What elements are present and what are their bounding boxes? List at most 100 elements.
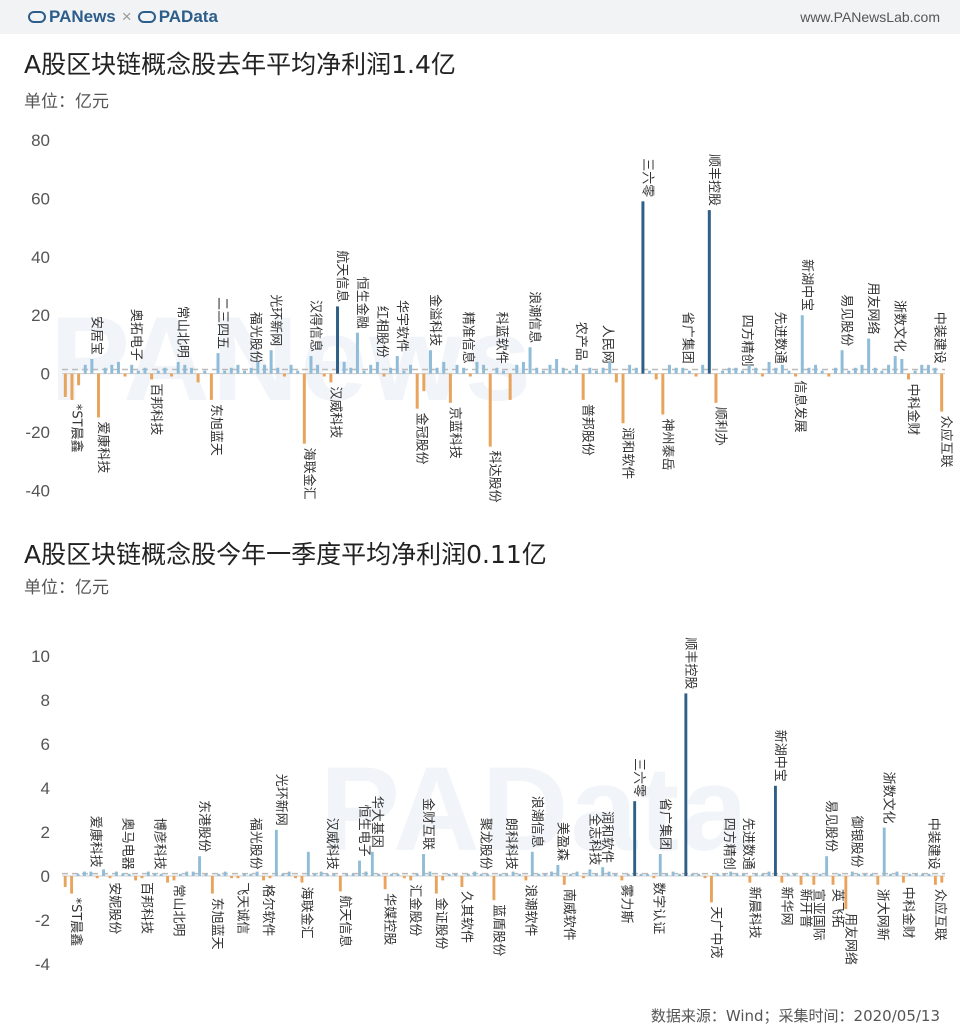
chart-2-bar <box>518 873 521 876</box>
chart-2-bar-label: 新华网 <box>778 887 794 926</box>
chart-2-bar <box>793 873 797 876</box>
chart-2-bar <box>454 873 457 876</box>
chart-1-bar <box>236 364 240 374</box>
chart-2-bar <box>364 871 368 876</box>
brand-logos: PANews × PAData <box>28 7 218 27</box>
chart-2-bar <box>281 873 285 876</box>
chart-1-bar-label: 光环新网 <box>268 294 284 346</box>
chart-1-bar <box>329 373 333 383</box>
chart-2-bar <box>748 876 752 883</box>
chart-2-bar-label: 福光股份 <box>247 818 262 870</box>
chart-2-bar <box>262 876 265 881</box>
chart-1-bar-label: 浙数文化 <box>892 300 907 352</box>
chart-1-bar <box>900 359 904 374</box>
chart-2-bar-label: 新湖中宝 <box>772 730 788 782</box>
chart-1-bar <box>462 367 466 374</box>
chart-2-ytick-label: 6 <box>41 735 50 754</box>
chart-1-bar <box>342 361 346 374</box>
chart-1-bar <box>375 361 379 374</box>
chart-2-bar <box>486 873 489 876</box>
chart-2-bar-label: 东旭蓝天 <box>209 898 224 950</box>
chart-2-bar <box>646 873 649 876</box>
chart-2-bar <box>76 873 80 876</box>
chart-1-bar-label: 先进数通 <box>772 312 787 364</box>
chart-2-bar <box>178 873 182 876</box>
chart-1-bar <box>256 361 260 374</box>
chart-2-bar <box>70 876 74 894</box>
chart-1-bar-label: 东旭蓝天 <box>208 404 223 456</box>
chart-1-bar-label: 用友网络 <box>865 283 881 335</box>
chart-1-ytick-label: 0 <box>41 365 50 384</box>
chart-2-bar <box>901 876 905 883</box>
chart-2-bar-label: 汇金股份 <box>407 884 423 936</box>
chart-2-ytick-label: 0 <box>41 867 50 886</box>
chart-2-bar-label: 安妮股份 <box>106 882 121 934</box>
chart-2-bar <box>869 873 873 876</box>
chart-1-bar <box>316 364 320 374</box>
chart-1-bar <box>183 364 187 374</box>
chart-1-bar <box>63 373 67 397</box>
chart-2-bar <box>434 876 438 894</box>
chart-2-bar <box>735 873 739 876</box>
chart-2-bar <box>620 876 624 881</box>
chart-1-bar-label: 润和软件 <box>620 427 635 479</box>
data-source-note: 数据来源：Wind；采集时间：2020/05/13 <box>650 1007 940 1025</box>
chart-1-bar <box>714 373 718 403</box>
chart-2-bar <box>825 856 829 876</box>
chart-1: -40 -20 0 20 40 60 80 *ST晨鑫 安居宝 爱康科技 奥拓电子 百邦科技 常山北明东… <box>0 120 960 510</box>
padata-logo-icon <box>137 11 156 23</box>
chart-1-bar-label: 顺丰控股 <box>706 154 721 206</box>
chart-2-bar <box>428 871 432 876</box>
chart-2-bar-label: 天广中茂 <box>708 906 723 958</box>
chart-2-bar <box>562 876 566 885</box>
chart-1-bar <box>654 373 658 380</box>
chart-1-bar <box>528 347 532 374</box>
chart-2-bar <box>652 876 656 879</box>
chart-2-bar <box>556 865 560 876</box>
chart-1-bar <box>827 373 831 377</box>
chart-2-bar <box>812 876 816 885</box>
chart-2-bar-label: 润和软件 <box>599 811 614 863</box>
chart-2-bar <box>780 876 784 883</box>
chart-1-bar <box>674 367 678 374</box>
chart-2-bar <box>287 871 291 876</box>
chart-1-bar <box>409 364 413 374</box>
chart-1-bar <box>249 367 253 374</box>
chart-2-bar <box>473 871 477 876</box>
chart-1-bar <box>721 370 725 374</box>
chart-1-bar <box>163 367 167 374</box>
chart-2-bar <box>236 876 240 879</box>
chart-2-bar-label: 华媒控股 <box>382 893 397 945</box>
chart-1-bar <box>83 364 87 374</box>
chart-1-bar <box>594 370 598 374</box>
chart-1-bar <box>555 359 559 374</box>
chart-1-bar <box>322 373 326 377</box>
chart-1-bar <box>402 370 406 374</box>
chart-1-bar-label: 京蓝科技 <box>447 407 462 459</box>
chart-2-bar <box>172 876 176 881</box>
chart-2-bar-label: 汉威科技 <box>324 818 339 870</box>
chart-1-bar <box>455 364 459 374</box>
chart-1-bar <box>521 361 525 374</box>
chart-2-bar <box>82 871 86 876</box>
chart-1-bar <box>355 332 359 374</box>
chart-1-bar-label: 恒生金融 <box>354 277 370 329</box>
chart-2-bar-label: 全志科技 <box>586 813 602 865</box>
chart-2-bar-label: 航天信息 <box>337 895 353 947</box>
chart-1-bar-label: 新湖中宝 <box>799 259 815 311</box>
chart-1-ytick-label: 60 <box>31 189 50 208</box>
chart-1-bar <box>422 373 426 392</box>
chart-2-bar-label: 常山北明 <box>170 884 185 936</box>
chart-1-bar <box>568 370 572 374</box>
chart-2-bar <box>921 873 925 876</box>
chart-1-bar <box>216 353 220 374</box>
chart-1-bar-label: 普邦股份 <box>580 404 595 456</box>
chart-1-ytick-label: 20 <box>31 306 50 325</box>
chart-2-bar <box>818 873 822 876</box>
chart-1-bar <box>628 364 632 374</box>
chart-2-bar-label: 东港股份 <box>196 800 211 852</box>
chart-2-bar <box>249 873 253 876</box>
chart-1-bar <box>488 373 492 447</box>
